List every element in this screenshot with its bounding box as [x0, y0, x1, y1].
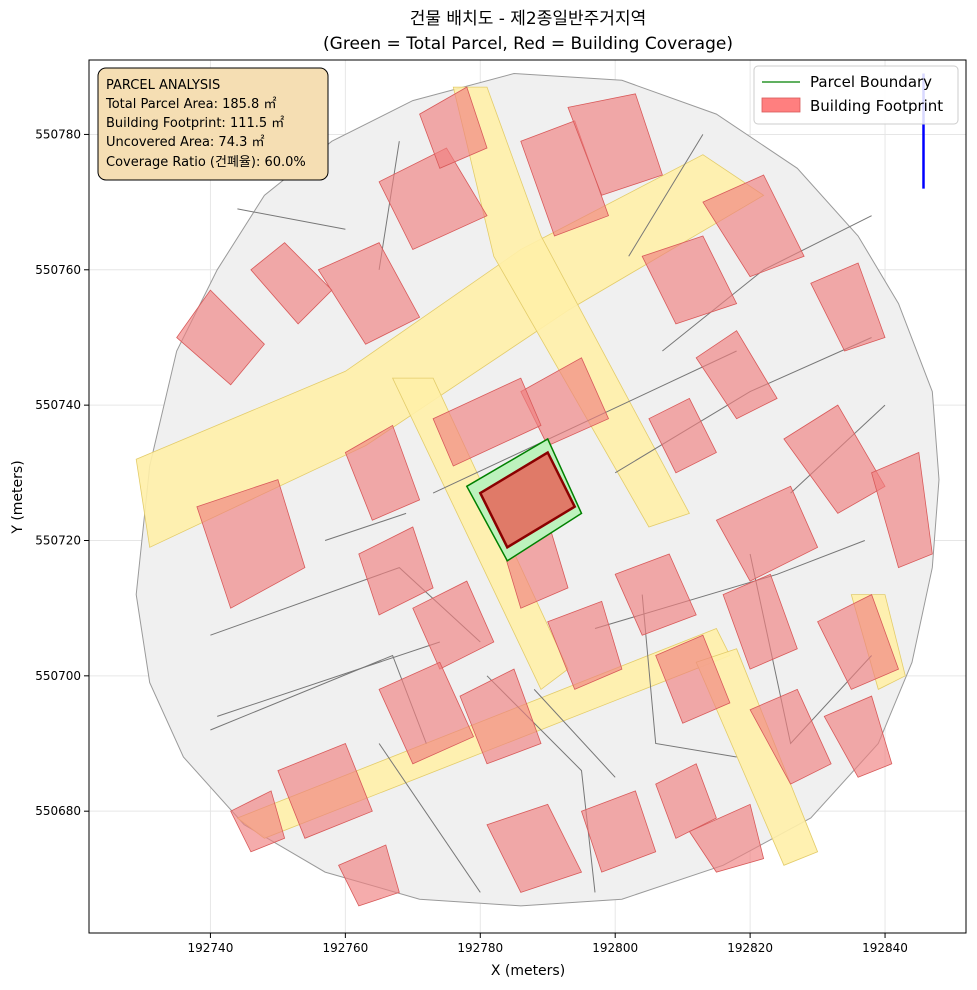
building-30 [459, 668, 542, 765]
parcel-line-14 [641, 594, 737, 758]
info-uncovered-area: Uncovered Area: 74.3 ㎡ [106, 135, 265, 150]
building-17 [412, 580, 495, 670]
x-axis-label: X (meters) [491, 963, 565, 979]
building-9 [810, 262, 886, 352]
building-31 [277, 742, 373, 839]
y-tick-label-2: 550720 [35, 533, 81, 547]
parcel-line-9 [237, 208, 346, 230]
x-tick-label-4: 192820 [727, 941, 773, 955]
info-box: PARCEL ANALYSIS Total Parcel Area: 185.8… [97, 67, 329, 181]
parcel-line-8 [628, 134, 704, 257]
road-1 [452, 86, 690, 528]
y-axis-ticks: 550680 550700 550720 550740 550760 550780 [35, 127, 89, 818]
x-axis-ticks: 192740 192760 192780 192800 192820 192840 [188, 933, 908, 955]
y-tick-label-5: 550780 [35, 127, 81, 141]
building-11 [648, 397, 717, 474]
building-28 [823, 695, 893, 778]
info-coverage-ratio: Coverage Ratio (건폐율): 60.0% [106, 155, 306, 170]
building-12 [520, 357, 610, 447]
legend-parcel-label: Parcel Boundary [810, 73, 932, 91]
plot-frame [88, 59, 967, 934]
legend-background [753, 65, 959, 125]
parcel-line-15 [533, 689, 616, 778]
info-box-background [97, 67, 329, 181]
building-19 [547, 600, 623, 690]
x-tick-label-2: 192780 [457, 941, 503, 955]
building-32 [230, 790, 286, 853]
info-total-parcel-area: Total Parcel Area: 185.8 ㎡ [105, 97, 276, 112]
building-29 [378, 661, 475, 765]
building-4 [419, 86, 488, 169]
plot-area [135, 72, 940, 907]
building-3 [378, 147, 488, 251]
y-axis-label: Y (meters) [10, 460, 26, 534]
building-15 [196, 479, 306, 609]
parcel-line-13 [324, 512, 407, 541]
x-tick-label-3: 192800 [592, 941, 638, 955]
parcel-line-3 [378, 743, 481, 893]
selected-building[interactable] [478, 450, 577, 550]
x-tick-label-1: 192760 [322, 941, 368, 955]
building-2 [317, 242, 421, 345]
building-26 [655, 634, 731, 724]
info-box-heading: PARCEL ANALYSIS [106, 78, 220, 93]
y-tick-label-1: 550700 [35, 669, 81, 683]
buildings-layer [176, 86, 933, 907]
building-8 [702, 174, 805, 278]
building-10 [695, 330, 778, 420]
y-tick-label-4: 550760 [35, 263, 81, 277]
y-tick-label-0: 550680 [35, 804, 81, 818]
building-36 [338, 844, 400, 907]
building-35 [655, 763, 717, 839]
building-34 [580, 790, 657, 873]
building-24 [722, 573, 798, 670]
building-0 [176, 289, 265, 386]
building-37 [688, 803, 765, 873]
parcel-line-1 [217, 641, 440, 717]
chart-subtitle: (Green = Total Parcel, Red = Building Co… [323, 34, 733, 54]
y-tick-label-3: 550740 [35, 398, 81, 412]
building-23 [871, 451, 933, 569]
legend: Parcel Boundary Building Footprint [753, 65, 959, 125]
legend-building-label: Building Footprint [810, 97, 943, 115]
building-16 [358, 526, 434, 616]
building-20 [614, 553, 697, 636]
building-33 [486, 803, 583, 893]
building-14 [344, 424, 421, 521]
legend-patch-swatch [761, 97, 801, 113]
info-building-footprint: Building Footprint: 111.5 ㎡ [106, 116, 284, 131]
x-tick-label-5: 192840 [862, 941, 908, 955]
building-13 [432, 377, 542, 467]
building-5 [520, 120, 610, 237]
building-7 [641, 235, 738, 325]
chart-title: 건물 배치도 - 제2종일반주거지역 [410, 9, 646, 29]
building-21 [715, 485, 819, 582]
building-27 [749, 688, 832, 785]
x-tick-label-0: 192740 [188, 941, 234, 955]
building-25 [817, 594, 900, 690]
building-6 [567, 93, 663, 196]
